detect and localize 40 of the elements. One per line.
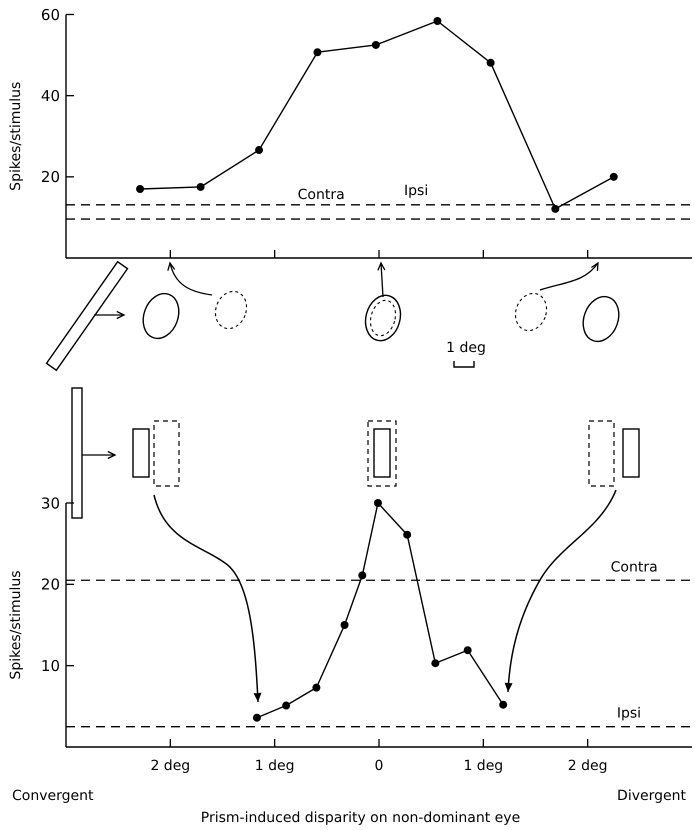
x-tick-label: 2 deg [150,758,190,774]
ref-line-label: Contra [298,186,345,203]
x-tick-label: 1 deg [254,758,295,774]
point [486,58,495,67]
point [358,571,366,580]
y-axis-title: Spikes/stimulus [8,570,24,680]
point [431,659,440,668]
y-axis-title: Spikes/stimulus [8,82,24,191]
ref-line-label: Ipsi [616,706,642,722]
y-tick-label: 40 [40,86,60,105]
y-tick-label: 20 [40,168,60,186]
point [136,185,144,194]
text: 1 deg [446,340,486,356]
ref-line-label: Ipsi [404,183,428,200]
point [464,646,472,654]
x-tick-label: 2 deg [568,758,608,774]
text: Divergent [617,788,686,804]
point [252,714,261,722]
point [255,146,264,154]
ref-line-label: Contra [610,559,658,576]
point [340,621,349,629]
point [312,684,320,692]
y-tick-label: 10 [40,656,60,675]
point [372,40,380,49]
point [313,48,322,56]
x-tick-label: 0 [374,758,384,774]
y-tick-label: 60 [40,6,60,24]
y-tick-label: 30 [40,494,60,512]
point [403,530,412,539]
text: Convergent [12,788,94,804]
point [551,204,560,213]
point [196,182,205,191]
point [610,172,618,181]
point [433,16,442,25]
point [499,700,508,709]
y-tick-label: 20 [40,576,60,594]
x-axis-title: Prism-induced disparity on non-dominant eye [200,810,520,826]
point [374,499,382,507]
x-tick-label: 1 deg [463,758,504,774]
point [282,702,290,710]
